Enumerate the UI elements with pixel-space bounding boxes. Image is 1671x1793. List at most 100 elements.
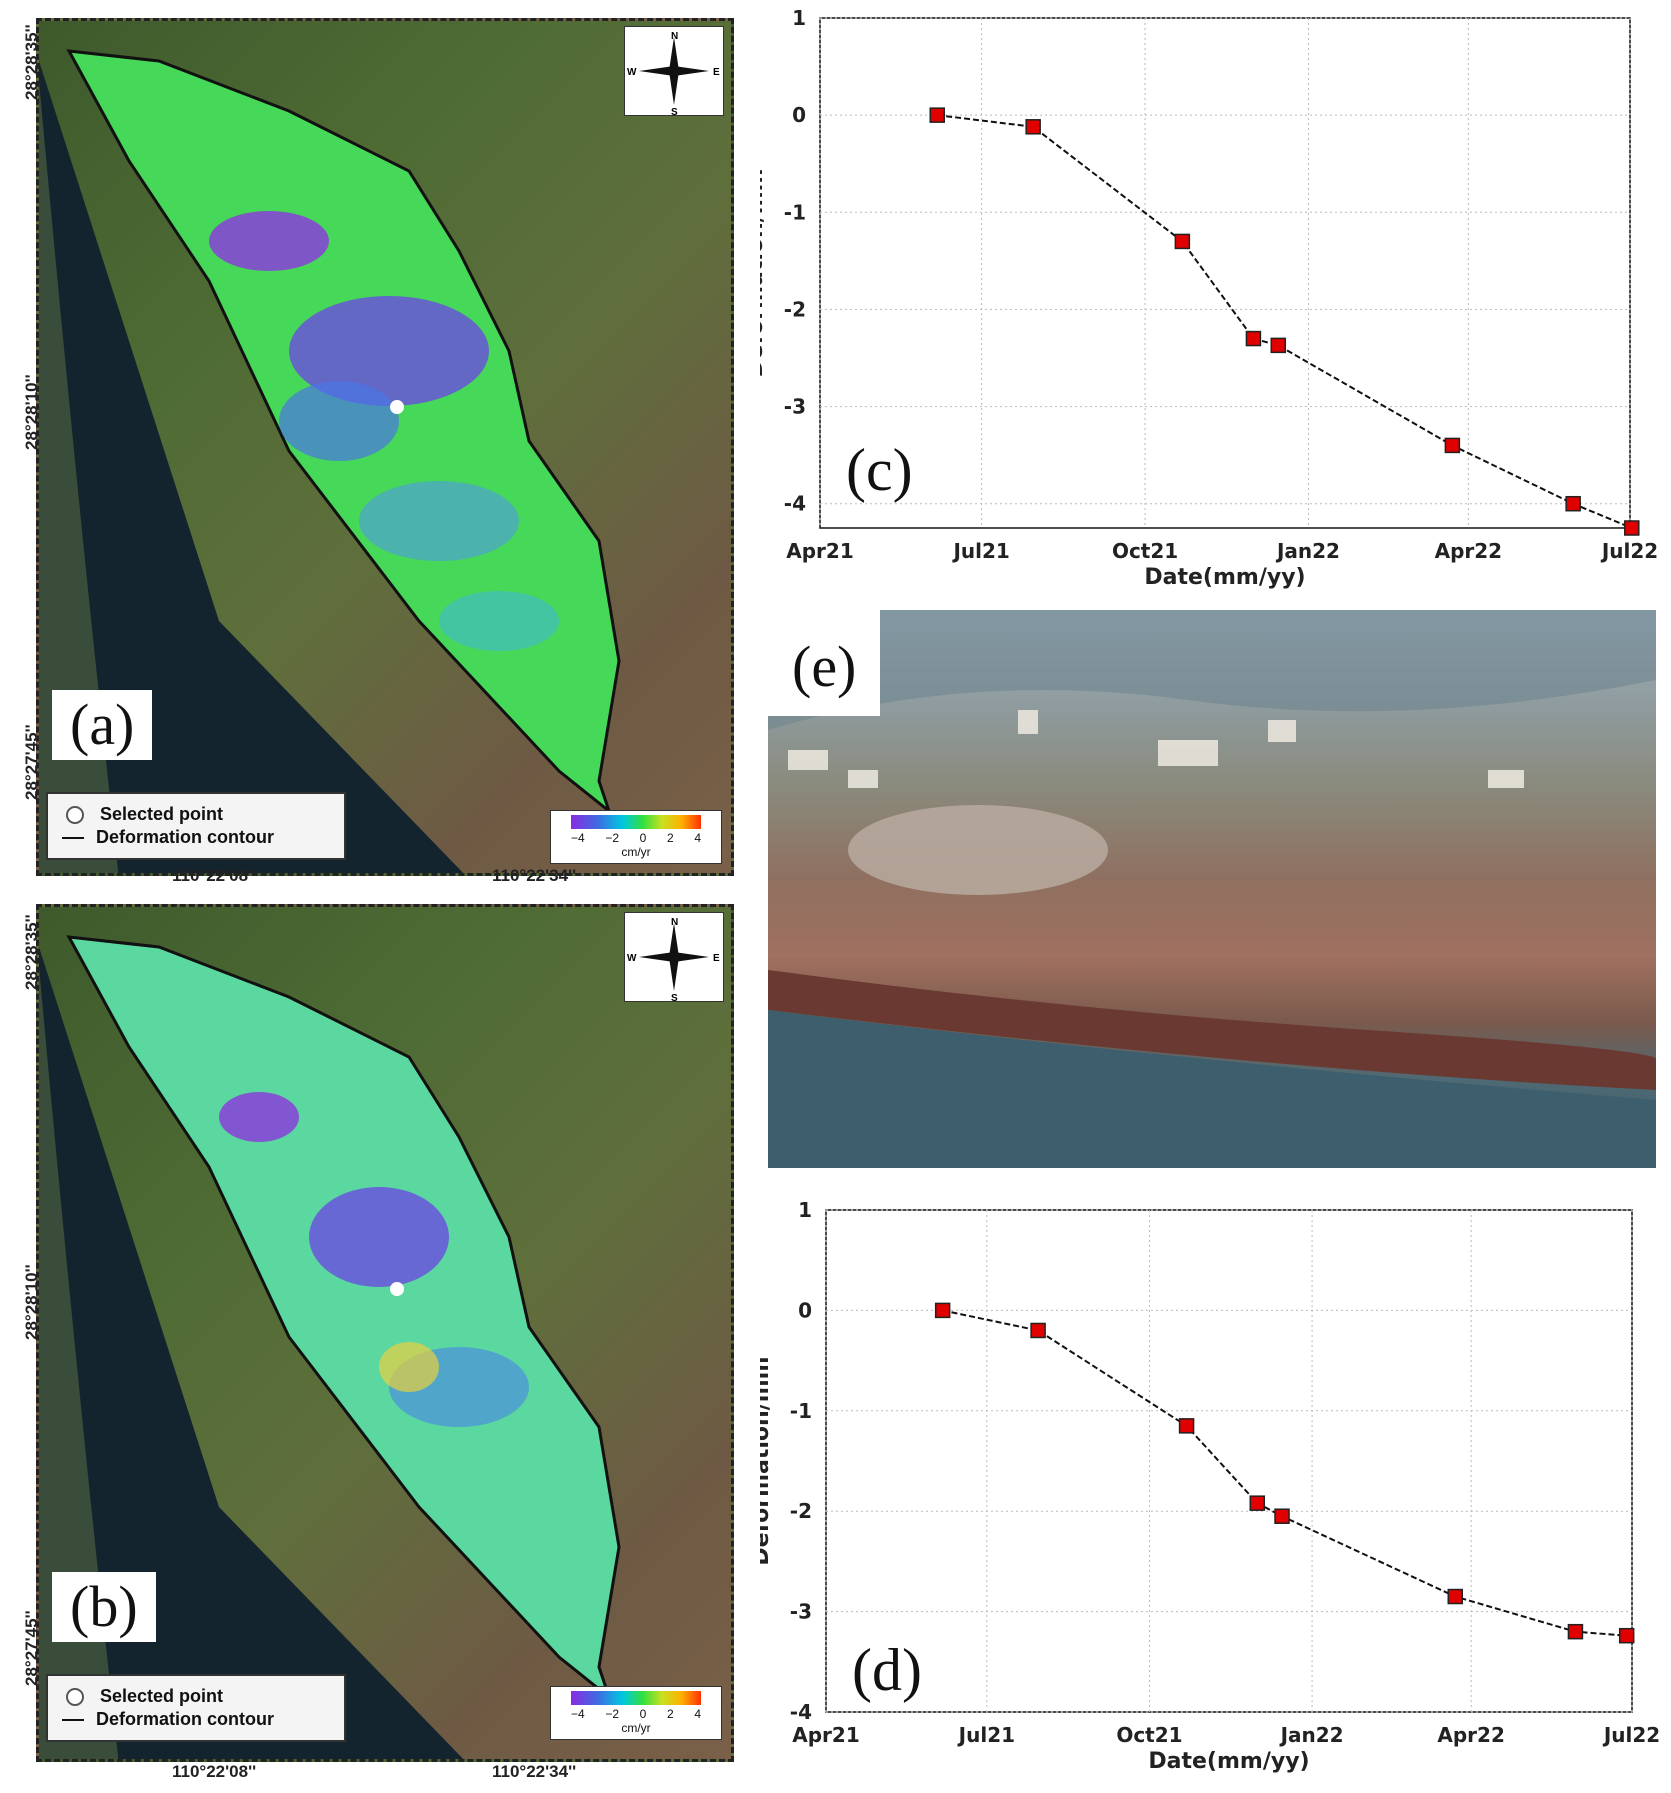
colorbar: −4 −2 0 2 4 cm/yr [550, 1686, 722, 1740]
data-point [1444, 437, 1461, 454]
selected-point-marker [390, 1282, 404, 1296]
legend-contour-label: Deformation contour [96, 827, 274, 847]
photo-scene [768, 610, 1656, 1168]
x-tick-label: Apr22 [1437, 1723, 1505, 1747]
lon-label: 110°22'34'' [492, 866, 577, 885]
y-tick-label: -3 [790, 1600, 812, 1624]
x-tick-label: Apr21 [786, 539, 854, 563]
data-point [1618, 1627, 1635, 1644]
lat-label: 28°28'35'' [22, 914, 41, 990]
colorbar-unit: cm/yr [621, 845, 651, 859]
x-tick-label: Jul21 [957, 1723, 1015, 1747]
compass-w: W [627, 953, 637, 964]
panel-tag: (e) [768, 610, 881, 716]
y-axis-label: Deformation/mm [760, 1356, 774, 1565]
field-photo: (e) [768, 610, 1656, 1168]
data-point [929, 107, 945, 123]
deformation-chart-c: 1 0 -1 -2 -3 -4 Apr21 Jul21 Oct21 Jan22 Apr22 Jul22… [760, 6, 1658, 590]
compass-rose: N S E W [624, 26, 724, 118]
data-point [1030, 1322, 1046, 1339]
data-point [1245, 330, 1262, 347]
data-point [1025, 119, 1041, 135]
lat-label: 28°28'10'' [22, 1264, 41, 1340]
y-tick-label: 0 [798, 1298, 812, 1322]
map-panel-a: 28°28'35'' 28°28'10'' 28°27'45'' 110°22'… [0, 0, 740, 890]
x-tick-label: Oct21 [1116, 1723, 1182, 1747]
deformation-map-a [39, 49, 621, 873]
plot-area [825, 1209, 1633, 1713]
colorbar-gradient [571, 815, 701, 829]
deformation-area [66, 935, 621, 1702]
lat-label: 28°27'45'' [22, 724, 41, 800]
y-tick-label: 1 [798, 1200, 812, 1222]
selected-point-marker [390, 400, 404, 414]
data-point [1178, 1418, 1195, 1434]
plot-area [819, 17, 1631, 529]
map-legend: Selected point Deformation contour [46, 1674, 346, 1742]
compass-s: S [671, 107, 678, 115]
lat-label: 28°28'35'' [22, 24, 41, 100]
panel-tag: (a) [52, 690, 153, 760]
series-line [937, 114, 1633, 529]
compass-rose: N S E W [624, 912, 724, 1004]
y-axis-label: Deformation/mm [760, 168, 768, 377]
compass-icon: N S E W [627, 31, 720, 118]
x-axis-label: Date(mm/yy) [1148, 1749, 1309, 1774]
data-point [1624, 520, 1640, 536]
y-tick-label: -3 [784, 395, 806, 419]
series-line [942, 1309, 1627, 1637]
selected-point-icon [66, 1687, 84, 1706]
panel-tag: (d) [852, 1637, 922, 1703]
data-point [1249, 1495, 1266, 1511]
contour-line-icon [62, 1718, 84, 1721]
colorbar-tick: 4 [694, 1707, 701, 1721]
contour-line-icon [62, 836, 84, 839]
data-point [1567, 1623, 1584, 1640]
colorbar: −4 −2 0 2 4 cm/yr [550, 810, 722, 864]
x-tick-label: Jul21 [951, 539, 1009, 563]
compass-n: N [671, 917, 678, 928]
legend-point-label: Selected point [100, 804, 224, 824]
legend-point-label: Selected point [100, 1686, 224, 1706]
data-point [1270, 337, 1287, 354]
colorbar-tick: −2 [605, 1707, 620, 1721]
y-tick-label: -2 [790, 1499, 812, 1523]
compass-s: S [671, 993, 678, 1001]
compass-e: E [713, 953, 720, 964]
lat-label: 28°28'10'' [22, 374, 41, 450]
data-point [1447, 1588, 1463, 1605]
x-tick-label: Jan22 [1275, 539, 1340, 563]
x-tick-label: Apr22 [1435, 539, 1503, 563]
map-panel-b: 28°28'35'' 28°28'10'' 28°27'45'' 110°22'… [0, 896, 740, 1786]
lon-label: 110°22'08'' [172, 1762, 257, 1781]
lon-label: 110°22'34'' [492, 1762, 577, 1781]
panel-tag: (c) [846, 437, 913, 503]
y-tick-label: -1 [790, 1399, 812, 1423]
y-tick-label: -4 [784, 492, 806, 516]
lon-label: 110°22'08'' [172, 866, 257, 885]
colorbar-tick: 2 [666, 831, 674, 845]
deformation-map-b [39, 935, 621, 1759]
y-tick-label: 1 [792, 6, 806, 30]
compass-icon: N S E W [627, 917, 720, 1004]
y-tick-label: 0 [792, 103, 806, 127]
colorbar-tick: 4 [694, 831, 701, 845]
data-point [1274, 1508, 1290, 1524]
selected-point-icon [66, 805, 84, 824]
colorbar-unit: cm/yr [621, 1721, 651, 1735]
colorbar-tick: −4 [571, 1707, 585, 1721]
colorbar-tick: 0 [639, 831, 647, 845]
compass-w: W [627, 67, 637, 78]
x-tick-label: Jul22 [1600, 539, 1658, 563]
colorbar-tick: −4 [571, 831, 585, 845]
colorbar-tick: 2 [666, 1707, 674, 1721]
x-tick-label: Apr21 [792, 1723, 860, 1747]
y-tick-label: -1 [784, 200, 806, 224]
x-tick-label: Jan22 [1279, 1723, 1344, 1747]
lat-label: 28°27'45'' [22, 1610, 41, 1686]
panel-tag: (b) [52, 1572, 156, 1642]
x-axis-label: Date(mm/yy) [1144, 565, 1305, 590]
y-tick-label: -2 [784, 297, 806, 321]
x-tick-label: Oct21 [1112, 539, 1178, 563]
